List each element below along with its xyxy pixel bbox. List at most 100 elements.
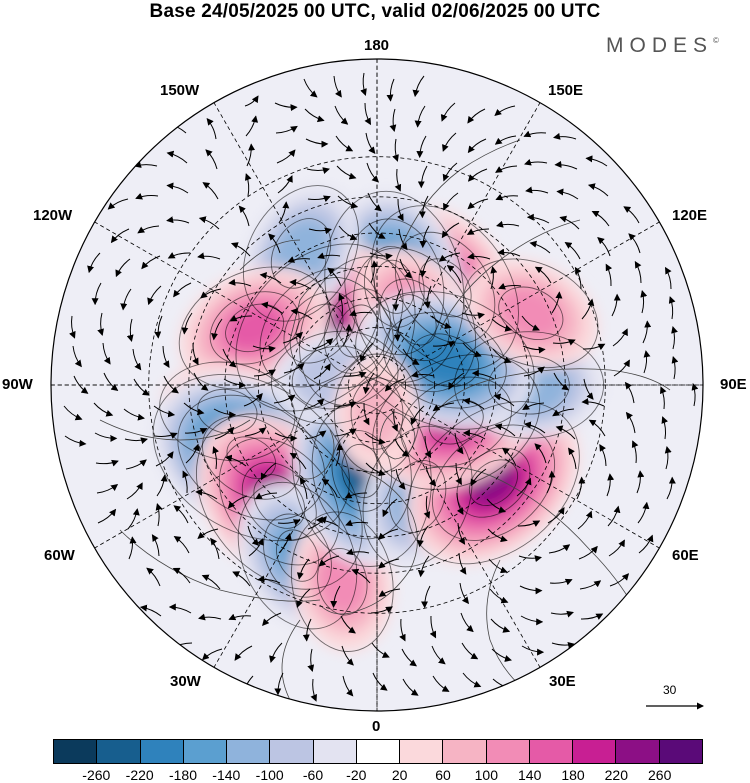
wind-vector <box>489 588 509 604</box>
wind-vector <box>591 210 610 227</box>
wind-vector <box>606 473 615 497</box>
wind-vector <box>273 394 296 404</box>
wind-vector <box>69 315 76 339</box>
wind-vector <box>214 426 235 440</box>
wind-vector <box>97 508 117 524</box>
wind-vector <box>665 266 672 290</box>
wind-vector <box>290 308 313 320</box>
wind-vector <box>73 375 89 394</box>
anomaly-contour <box>431 424 556 541</box>
wind-vector <box>365 462 386 477</box>
wind-vector <box>421 585 431 609</box>
wind-vector <box>522 345 546 354</box>
wind-vector <box>497 248 521 257</box>
wind-vector <box>377 528 399 540</box>
wind-vector <box>222 348 237 368</box>
wind-vector <box>671 356 679 380</box>
wind-vector <box>197 252 221 260</box>
wind-vector <box>146 567 161 587</box>
wind-vector <box>274 672 284 696</box>
colorbar-segment <box>312 740 356 763</box>
wind-vector <box>132 348 142 371</box>
wind-vector <box>438 252 461 262</box>
wind-vector <box>238 205 250 227</box>
wind-vector <box>441 222 460 239</box>
colorbar-tick-label: 20 <box>391 767 408 783</box>
wind-vector <box>229 314 253 322</box>
wind-vector <box>260 462 277 481</box>
wind-vector <box>521 315 540 331</box>
wind-vector <box>417 555 430 578</box>
wind-vector <box>312 338 334 350</box>
wind-vector <box>234 645 253 661</box>
meridian <box>94 221 353 372</box>
wind-vector <box>94 432 118 443</box>
wind-vector <box>341 645 354 666</box>
wind-vector <box>518 555 542 563</box>
wind-vector <box>432 675 450 692</box>
wind-vector <box>534 266 552 284</box>
wind-vector <box>431 645 446 665</box>
meridian <box>390 102 541 361</box>
wind-vector <box>201 648 223 661</box>
wind-vector <box>296 558 310 580</box>
wind-vector <box>640 290 648 314</box>
lon-label-90w: 90W <box>2 376 33 393</box>
anomaly-contour <box>364 245 425 328</box>
wind-vector <box>127 508 140 530</box>
wind-vector <box>556 188 579 200</box>
wind-vector <box>307 648 315 672</box>
colorbar-segment <box>528 740 573 763</box>
wind-vector <box>525 186 549 194</box>
anomaly-contour <box>270 218 332 289</box>
wind-vector <box>302 618 312 642</box>
lon-label-120e: 120E <box>672 207 708 224</box>
anomaly-contour <box>299 256 416 406</box>
anomaly-contour <box>226 436 277 479</box>
wind-vector <box>456 492 464 516</box>
wind-vector <box>275 125 298 134</box>
wind-vector <box>268 233 281 254</box>
lon-label-180: 180 <box>364 37 390 54</box>
wind-vector <box>335 443 344 467</box>
wind-vector <box>585 155 608 167</box>
wind-vector <box>202 182 219 200</box>
colorbar-segment <box>485 740 529 763</box>
wind-vector <box>547 507 565 524</box>
wind-vector <box>402 348 420 365</box>
wind-vector <box>141 255 161 270</box>
wind-vector <box>135 192 159 200</box>
colorbar <box>53 739 703 764</box>
wind-vector <box>583 378 594 400</box>
anomaly-contour <box>152 374 350 542</box>
wind-vector <box>624 381 635 404</box>
wind-vector <box>362 402 370 426</box>
wind-vector <box>398 228 408 251</box>
wind-vector <box>289 452 307 470</box>
wind-vector <box>549 578 573 586</box>
wind-vector <box>446 264 462 284</box>
meridian <box>401 398 660 549</box>
wind-vector <box>459 582 470 605</box>
wind-vector <box>414 105 426 128</box>
wind-vector <box>163 375 179 394</box>
wind-vector <box>559 215 580 230</box>
wind-vector <box>195 488 218 500</box>
wind-vector <box>276 149 296 164</box>
wind-vector <box>395 468 406 490</box>
wind-vector <box>313 363 331 380</box>
wind-vector <box>96 483 119 494</box>
anomaly-contour <box>336 304 379 358</box>
wind-vector <box>342 675 354 697</box>
wind-vector <box>103 372 119 392</box>
anomaly-contour <box>468 459 519 507</box>
wind-vector <box>198 613 222 621</box>
wind-vector <box>384 378 405 392</box>
wind-vector <box>274 102 298 112</box>
wind-vector <box>495 193 519 201</box>
wind-vector <box>304 108 325 123</box>
wind-vector <box>574 266 582 290</box>
wind-vector <box>338 225 358 241</box>
wind-vector <box>613 359 630 377</box>
